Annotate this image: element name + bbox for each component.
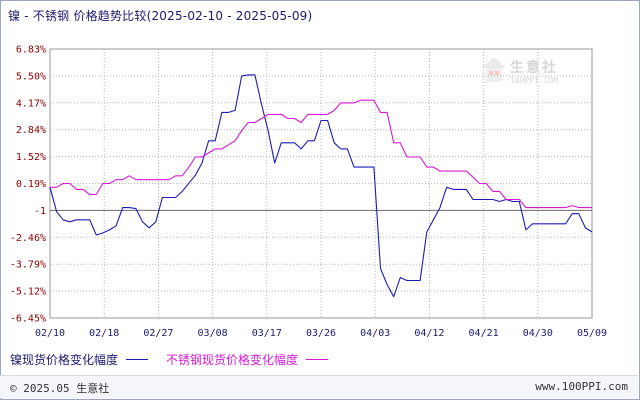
series-line-stainless — [50, 99, 592, 209]
house-icon — [482, 57, 506, 82]
y-tick-label: 5.50% — [16, 71, 46, 82]
watermark-text: 生意社 — [510, 60, 558, 76]
y-tick-label: -6.45% — [10, 314, 46, 325]
chart-title: 镍 - 不锈钢 价格趋势比较(2025-02-10 - 2025-05-09) — [8, 9, 313, 23]
footer: © 2025.05 生意社 www.100PPI.com — [0, 375, 638, 398]
x-tick-label: 04/12 — [414, 328, 444, 339]
series-layer — [49, 74, 593, 298]
y-tick-label: -3.79% — [10, 260, 46, 271]
grid-layer — [49, 48, 593, 319]
x-tick-label: 05/09 — [577, 328, 607, 339]
x-tick-label: 02/10 — [35, 328, 65, 339]
legend-item-nickel: 镍现货价格变化幅度 — [10, 351, 149, 368]
legend-label-nickel: 镍现货价格变化幅度 — [10, 353, 119, 367]
y-tick-label: 1.52% — [16, 152, 46, 163]
x-tick-label: 03/08 — [198, 328, 228, 339]
y-tick-label: -5.12% — [10, 287, 46, 298]
axis-layer: 6.83% 5.50% 4.17% 2.84% 1.52% 0.19% -1 -2.46% -3… — [10, 45, 607, 340]
legend-item-stainless: 不锈钢现货价格变化幅度 — [166, 351, 329, 368]
y-tick-label: 2.84% — [16, 125, 46, 136]
x-tick-label: 04/03 — [360, 328, 390, 339]
y-tick-label: -2.46% — [10, 233, 46, 244]
y-tick-label: 6.83% — [16, 45, 46, 56]
y-tick-label: 0.19% — [16, 179, 46, 190]
series-line-nickel — [49, 74, 593, 298]
watermark-url: 100PPI.COM — [510, 76, 559, 85]
site-url[interactable]: www.100PPI.com — [535, 380, 628, 393]
watermark-logo: 生意社 100PPI.COM — [480, 55, 580, 91]
x-tick-label: 04/21 — [469, 328, 499, 339]
x-tick-label: 02/27 — [143, 328, 173, 339]
y-tick-label: -1 — [34, 206, 46, 217]
x-tick-label: 03/17 — [252, 328, 282, 339]
legend-swatch-stainless — [306, 359, 329, 360]
copyright-text: © 2025.05 生意社 — [10, 382, 110, 395]
y-tick-label: 4.17% — [16, 98, 46, 109]
legend-swatch-nickel — [126, 359, 149, 360]
x-tick-label: 02/18 — [89, 328, 119, 339]
x-tick-label: 04/30 — [523, 328, 553, 339]
legend-label-stainless: 不锈钢现货价格变化幅度 — [166, 353, 299, 367]
legend: 镍现货价格变化幅度 不锈钢现货价格变化幅度 — [10, 351, 346, 368]
x-tick-label: 03/26 — [306, 328, 336, 339]
